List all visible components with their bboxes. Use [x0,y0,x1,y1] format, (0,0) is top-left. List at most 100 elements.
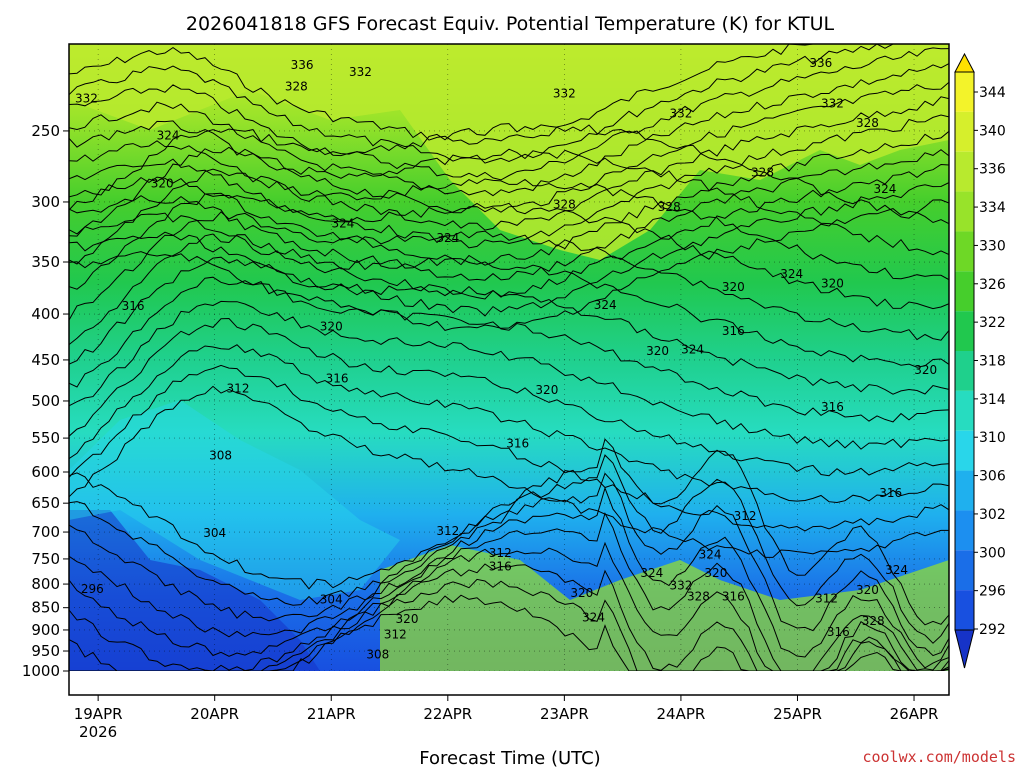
contour-label: 336 [291,58,314,72]
contour-label: 312 [384,627,407,641]
colorbar-tick-label: 314 [979,392,1006,408]
contour-line [69,168,949,281]
contour-line [69,149,949,281]
y-tick-label: 400 [31,305,60,323]
contour-label: 328 [553,198,576,212]
colorbar-tick-label: 334 [979,200,1006,216]
colorbar-tick-label: 296 [979,584,1006,600]
colorbar-tick-label: 326 [979,277,1006,293]
contour-label: 320 [821,277,844,291]
y-tick-label: 750 [31,550,60,568]
contour-line [69,317,949,477]
colorbar-swatch [955,231,974,272]
credit-text[interactable]: coolwx.com/models [862,748,1016,766]
contour-label: 320 [535,383,558,397]
contour-line [69,44,949,145]
contour-label: 332 [349,65,372,79]
contour-label: 324 [873,182,896,196]
contour-label: 312 [227,381,250,395]
contour-label: 332 [669,579,692,593]
contour-labels: 332 336 328 332 324 320 324 324 328 332 332 328 328 3… [75,56,937,661]
contour-label: 312 [489,546,512,560]
y-tick-label: 350 [31,253,60,271]
contour-label: 320 [320,319,343,333]
contour-label: 316 [326,372,349,386]
colorbar-swatch [955,191,974,232]
contour-line [69,182,949,317]
y-tick-label: 300 [31,193,60,211]
colorbar-swatch [955,111,974,152]
contour-label: 312 [815,591,838,605]
contour-line [69,563,949,671]
x-tick-label: 20APR [190,705,239,723]
colorbar-tick-label: 318 [979,354,1006,370]
contour-label: 332 [553,86,576,100]
colorbar-tick-label: 344 [979,85,1006,101]
colorbar-swatch [955,470,974,511]
y-tick-label: 550 [31,429,60,447]
contour-label: 316 [722,324,745,338]
colorbar-swatch [955,271,974,312]
contour-label: 324 [640,566,663,580]
contour-label: 316 [827,625,850,639]
contour-line [69,199,949,331]
cool-region [69,400,400,600]
contour-line [69,114,949,249]
contour-label: 328 [658,200,681,214]
contour-line [69,385,949,558]
colorbar-bottom-arrow [954,629,975,669]
x-tick-label: 22APR [423,705,472,723]
x-tick-label: 26APR [890,705,939,723]
x-tick-label: 21APR [307,705,356,723]
colorbar-top-arrow [954,52,975,73]
x-axis-label: Forecast Time (UTC) [419,748,600,768]
contour-label: 336 [809,56,832,70]
contour-label: 332 [821,96,844,110]
contour-label: 328 [862,614,885,628]
contour-label: 316 [821,400,844,414]
contour-line [69,276,949,423]
contour-label: 324 [780,267,803,281]
y-tick-label: 900 [31,621,60,639]
contour-line [69,541,949,671]
colorbar-swatch [955,151,974,192]
contour-label: 320 [914,363,937,377]
contour-line [69,130,949,266]
contour-label: 324 [699,548,722,562]
contour-label: 324 [594,298,617,312]
contour-label: 320 [151,176,174,190]
colorbar-tick-label: 336 [979,162,1006,178]
colorbar-tick-label: 340 [979,123,1006,139]
colorbar-swatch [955,550,974,591]
warm-region-upper [69,44,949,260]
y-tick-label: 250 [31,122,60,140]
x-year-label: 2026 [79,723,117,741]
contour-label: 308 [366,647,389,661]
y-tick-label: 600 [31,463,60,481]
colorbar-swatch [955,311,974,351]
contour-label: 328 [751,165,774,179]
contour-line [69,233,949,368]
contour-lines [69,44,949,671]
contour-label: 312 [734,509,757,523]
colorbar-swatch [955,390,974,431]
colorbar-tick-label: 322 [979,315,1006,331]
colorbar: 344 340 336 334 330 326 322 318 314 310 306 302 300 2… [954,52,1006,669]
contour-line [69,47,949,181]
contour-line [69,578,949,671]
contour-label: 316 [879,486,902,500]
contour-label: 312 [436,524,459,538]
colorbar-swatch [955,72,974,112]
contour-label: 324 [582,611,605,625]
contour-line [69,512,949,671]
plot-frame [68,43,950,696]
contour-label: 332 [75,91,98,105]
y-tick-label: 700 [31,523,60,541]
contour-line [69,146,949,256]
contour-line [69,472,949,657]
y-tick-label: 850 [31,599,60,617]
contour-line [69,344,949,504]
contour-label: 304 [203,526,226,540]
contour-line [69,81,949,214]
contour-line [69,192,949,310]
